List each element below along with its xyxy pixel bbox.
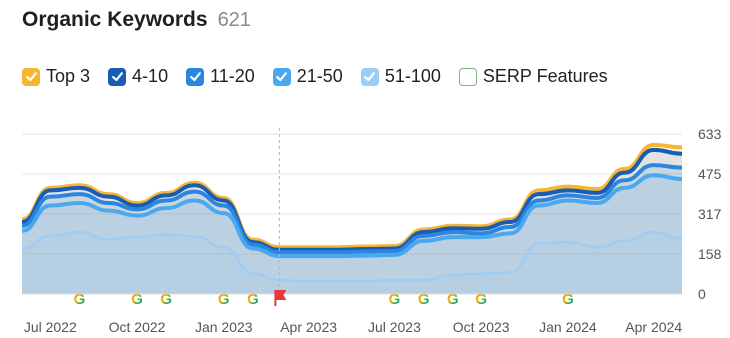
legend-item-4-10[interactable]: 4-10: [108, 66, 168, 87]
google-update-icon: G: [160, 291, 172, 308]
legend-item-11-20[interactable]: 11-20: [186, 66, 255, 87]
y-tick-label: 475: [698, 166, 722, 182]
legend-item-top-3[interactable]: Top 3: [22, 66, 90, 87]
checkbox-icon[interactable]: [458, 67, 477, 86]
x-tick-label: Apr 2024: [625, 319, 682, 335]
google-update-icon: G: [131, 291, 143, 308]
series-area-4-10: [22, 149, 682, 294]
chart-header: Organic Keywords 621: [22, 8, 251, 32]
legend-label: 4-10: [132, 66, 169, 86]
y-tick-label: 633: [698, 126, 722, 142]
legend-item-51-100[interactable]: 51-100: [360, 66, 441, 87]
checkbox-icon[interactable]: [186, 67, 205, 86]
x-tick-label: Jul 2022: [24, 319, 77, 335]
checkbox-icon[interactable]: [22, 67, 40, 86]
google-update-icon: G: [247, 291, 259, 308]
flag-icon: [274, 290, 287, 306]
x-tick-label: Apr 2023: [280, 319, 337, 335]
series-area-21-50: [22, 175, 682, 294]
legend-label: Top 3: [46, 66, 91, 86]
google-update-icon: G: [447, 291, 459, 308]
series-line-4-10: [21, 147, 683, 252]
google-update-icon: G: [74, 291, 86, 308]
google-update-icon: G: [475, 291, 487, 308]
checkbox-icon[interactable]: [108, 67, 127, 86]
y-tick-label: 158: [698, 246, 722, 262]
checkbox-icon[interactable]: [272, 67, 291, 86]
series-line-11-20: [21, 163, 683, 255]
y-tick-label: 317: [698, 206, 722, 222]
series-line-21-50: [21, 173, 683, 259]
series-area-51-100: [22, 232, 682, 294]
x-tick-label: Jan 2024: [539, 319, 597, 335]
google-update-icon: G: [218, 291, 230, 308]
y-tick-label: 0: [698, 286, 706, 302]
google-update-icon: G: [418, 291, 430, 308]
chart-title: Organic Keywords: [22, 8, 208, 31]
x-tick-label: Oct 2022: [109, 319, 166, 335]
series-area-Top 3: [22, 144, 682, 294]
google-update-icon: G: [389, 291, 401, 308]
x-tick-label: Jul 2023: [368, 319, 421, 335]
legend-label: SERP Features: [482, 66, 608, 86]
google-update-icon: G: [562, 291, 574, 308]
legend-item-21-50[interactable]: 21-50: [272, 66, 343, 87]
checkbox-icon[interactable]: [360, 67, 379, 86]
series-line-51-100: [21, 230, 683, 283]
series-area-11-20: [22, 165, 682, 294]
keyword-count: 621: [217, 9, 251, 31]
legend-item-serp-features[interactable]: SERP Features: [458, 66, 608, 87]
legend-label: 21-50: [296, 66, 343, 86]
legend: Top 3 4-10 11-20 21-50 51-100 SERP Featu…: [22, 66, 608, 87]
legend-label: 51-100: [384, 66, 441, 86]
x-tick-label: Oct 2023: [453, 319, 510, 335]
x-tick-label: Jan 2023: [195, 319, 253, 335]
legend-label: 11-20: [210, 66, 255, 86]
series-line-Top 3: [21, 142, 683, 250]
